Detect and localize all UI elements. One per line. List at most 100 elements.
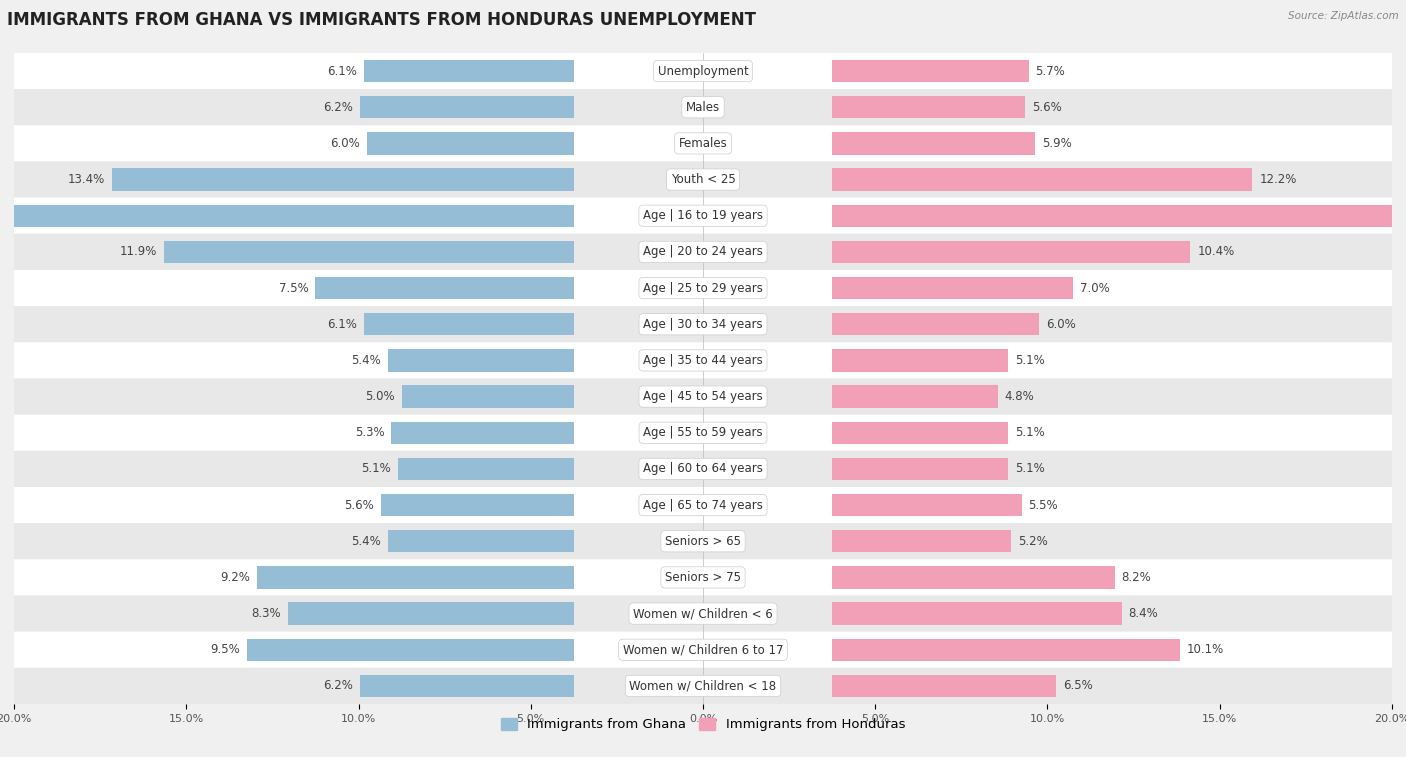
Bar <box>364 313 574 335</box>
Text: Women w/ Children 6 to 17: Women w/ Children 6 to 17 <box>623 643 783 656</box>
Text: Source: ZipAtlas.com: Source: ZipAtlas.com <box>1288 11 1399 21</box>
Text: Women w/ Children < 6: Women w/ Children < 6 <box>633 607 773 620</box>
Text: 8.4%: 8.4% <box>1129 607 1159 620</box>
Text: 6.2%: 6.2% <box>323 680 353 693</box>
FancyBboxPatch shape <box>14 342 1392 378</box>
FancyBboxPatch shape <box>14 126 1392 161</box>
Text: Age | 30 to 34 years: Age | 30 to 34 years <box>643 318 763 331</box>
Text: Males: Males <box>686 101 720 114</box>
Bar <box>257 566 574 589</box>
Bar <box>832 168 1253 191</box>
Text: 6.0%: 6.0% <box>1046 318 1076 331</box>
Text: 5.9%: 5.9% <box>1042 137 1071 150</box>
FancyBboxPatch shape <box>14 270 1392 306</box>
Text: 5.6%: 5.6% <box>1032 101 1062 114</box>
Bar <box>364 60 574 83</box>
Bar <box>288 603 574 625</box>
Bar <box>315 277 574 299</box>
Text: Youth < 25: Youth < 25 <box>671 173 735 186</box>
Text: 12.2%: 12.2% <box>1260 173 1296 186</box>
FancyBboxPatch shape <box>14 198 1392 234</box>
FancyBboxPatch shape <box>14 668 1392 704</box>
Bar <box>165 241 574 263</box>
Text: Women w/ Children < 18: Women w/ Children < 18 <box>630 680 776 693</box>
Text: 5.4%: 5.4% <box>352 534 381 548</box>
Text: Seniors > 65: Seniors > 65 <box>665 534 741 548</box>
Text: 6.1%: 6.1% <box>328 318 357 331</box>
Bar <box>246 639 574 661</box>
Bar <box>832 313 1039 335</box>
Bar <box>112 168 574 191</box>
Text: Unemployment: Unemployment <box>658 64 748 77</box>
Text: 9.2%: 9.2% <box>221 571 250 584</box>
FancyBboxPatch shape <box>14 89 1392 126</box>
Text: 6.5%: 6.5% <box>1063 680 1092 693</box>
Text: 5.2%: 5.2% <box>1018 534 1047 548</box>
Text: 7.5%: 7.5% <box>278 282 308 294</box>
Text: 7.0%: 7.0% <box>1080 282 1109 294</box>
Bar <box>367 132 574 154</box>
Legend: Immigrants from Ghana, Immigrants from Honduras: Immigrants from Ghana, Immigrants from H… <box>495 712 911 737</box>
Bar <box>388 349 574 372</box>
Text: 6.0%: 6.0% <box>330 137 360 150</box>
Bar <box>832 277 1073 299</box>
Bar <box>360 674 574 697</box>
Bar <box>832 204 1406 227</box>
FancyBboxPatch shape <box>14 559 1392 596</box>
Text: 5.3%: 5.3% <box>354 426 384 439</box>
Text: Age | 16 to 19 years: Age | 16 to 19 years <box>643 209 763 223</box>
Bar <box>832 241 1191 263</box>
Text: 5.1%: 5.1% <box>1015 354 1045 367</box>
Text: 5.5%: 5.5% <box>1029 499 1059 512</box>
Text: Age | 45 to 54 years: Age | 45 to 54 years <box>643 390 763 403</box>
FancyBboxPatch shape <box>14 53 1392 89</box>
Text: Seniors > 75: Seniors > 75 <box>665 571 741 584</box>
Bar <box>391 422 574 444</box>
Bar <box>832 458 1008 480</box>
Text: 13.4%: 13.4% <box>67 173 105 186</box>
Bar <box>0 204 574 227</box>
FancyBboxPatch shape <box>14 596 1392 631</box>
Text: Females: Females <box>679 137 727 150</box>
FancyBboxPatch shape <box>14 378 1392 415</box>
Text: 5.0%: 5.0% <box>366 390 395 403</box>
Text: 6.1%: 6.1% <box>328 64 357 77</box>
Bar <box>388 530 574 553</box>
FancyBboxPatch shape <box>14 306 1392 342</box>
Bar <box>832 96 1025 118</box>
Text: 10.1%: 10.1% <box>1187 643 1225 656</box>
Text: 5.4%: 5.4% <box>352 354 381 367</box>
Text: IMMIGRANTS FROM GHANA VS IMMIGRANTS FROM HONDURAS UNEMPLOYMENT: IMMIGRANTS FROM GHANA VS IMMIGRANTS FROM… <box>7 11 756 30</box>
Bar <box>402 385 574 408</box>
Text: 11.9%: 11.9% <box>120 245 157 258</box>
Text: 5.1%: 5.1% <box>1015 426 1045 439</box>
Bar <box>832 349 1008 372</box>
Bar <box>832 674 1056 697</box>
Text: 5.1%: 5.1% <box>1015 463 1045 475</box>
Bar <box>832 603 1122 625</box>
Bar <box>381 494 574 516</box>
FancyBboxPatch shape <box>14 234 1392 270</box>
Text: Age | 55 to 59 years: Age | 55 to 59 years <box>643 426 763 439</box>
Text: Age | 60 to 64 years: Age | 60 to 64 years <box>643 463 763 475</box>
Text: 8.2%: 8.2% <box>1122 571 1152 584</box>
FancyBboxPatch shape <box>14 161 1392 198</box>
Text: Age | 65 to 74 years: Age | 65 to 74 years <box>643 499 763 512</box>
Text: 5.6%: 5.6% <box>344 499 374 512</box>
Text: Age | 20 to 24 years: Age | 20 to 24 years <box>643 245 763 258</box>
Bar <box>832 60 1029 83</box>
Text: 4.8%: 4.8% <box>1004 390 1035 403</box>
Text: 8.3%: 8.3% <box>252 607 281 620</box>
FancyBboxPatch shape <box>14 523 1392 559</box>
Bar <box>832 385 997 408</box>
FancyBboxPatch shape <box>14 631 1392 668</box>
FancyBboxPatch shape <box>14 415 1392 451</box>
Text: Age | 25 to 29 years: Age | 25 to 29 years <box>643 282 763 294</box>
Bar <box>832 639 1180 661</box>
Text: 10.4%: 10.4% <box>1198 245 1234 258</box>
Text: Age | 35 to 44 years: Age | 35 to 44 years <box>643 354 763 367</box>
Text: 9.5%: 9.5% <box>209 643 239 656</box>
Bar <box>832 132 1035 154</box>
Bar <box>832 494 1022 516</box>
Bar <box>398 458 574 480</box>
